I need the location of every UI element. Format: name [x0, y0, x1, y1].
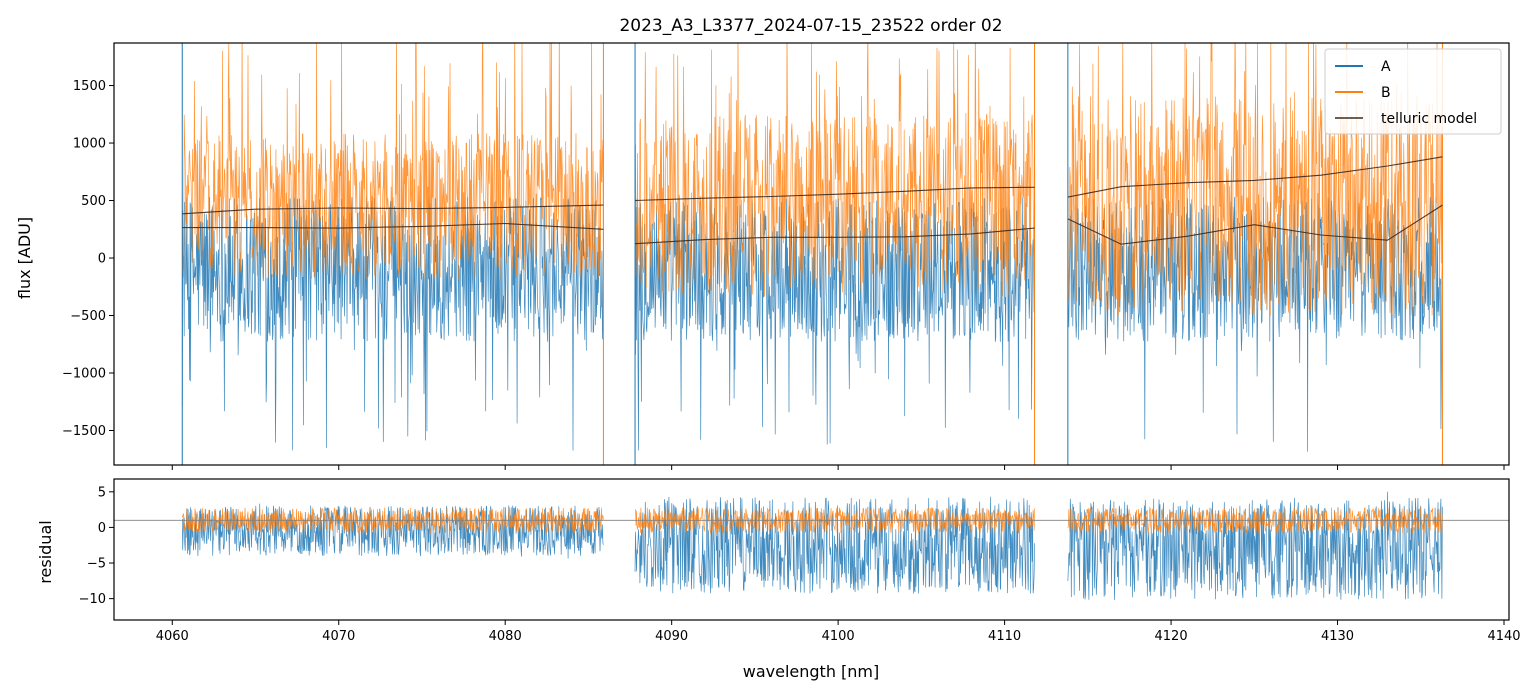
telluric-model-curve-5 [1067, 156, 1443, 198]
residual-b-segment-1 [181, 507, 604, 534]
residual-a-segment-2 [634, 496, 1035, 594]
flux-ytick-label: −500 [70, 309, 106, 324]
flux-ytick-label: 1500 [73, 79, 106, 94]
legend-label-a: A [1381, 59, 1391, 75]
telluric-model-curve-1 [182, 204, 604, 215]
x-tick-label: 4080 [489, 629, 522, 644]
flux-plot-frame [113, 42, 1510, 466]
series-b-segment-2 [634, 43, 1035, 298]
legend-label-telluric: telluric model [1381, 111, 1477, 127]
series-a-segment-1 [181, 197, 604, 451]
flux-ytick-label: −1500 [62, 424, 106, 439]
x-axis-label: wavelength [nm] [743, 662, 880, 681]
flux-ytick-label: 0 [98, 252, 106, 267]
flux-ytick-label: 500 [81, 194, 106, 209]
legend: A B telluric model [1324, 48, 1502, 135]
flux-ytick-label: 1000 [73, 137, 106, 152]
residual-b-segment-2 [634, 507, 1035, 535]
x-tick-label: 4110 [988, 629, 1021, 644]
telluric-model-curve-2 [182, 222, 604, 230]
x-tick-label: 4060 [156, 629, 189, 644]
residual-a-segment-3 [1067, 491, 1443, 600]
telluric-model-curve-6 [1067, 204, 1443, 245]
series-b-segment-3 [1067, 43, 1443, 316]
series-a-segment-3 [1067, 197, 1443, 452]
residual-b-segment-3 [1067, 506, 1443, 534]
residual-ytick-label: −5 [87, 557, 106, 572]
residual-panel: −10 −5 0 5 4060 4070 4080 4090 4100 4110 4120 4130… [36, 478, 1521, 681]
legend-label-b: B [1381, 85, 1391, 101]
flux-panel: −1500 −1000 −500 0 500 1000 1500 flux [ADU] A … [15, 42, 1510, 470]
residual-plot-frame [113, 478, 1510, 621]
residual-ytick-label: −10 [79, 592, 106, 607]
chart-title: 2023_A3_L3377_2024-07-15_23522 order 02 [619, 16, 1002, 36]
x-tick-label: 4130 [1321, 629, 1354, 644]
x-tick-label: 4100 [822, 629, 855, 644]
residual-y-axis-label: residual [36, 520, 55, 583]
x-tick-label: 4070 [322, 629, 355, 644]
telluric-model-curve-4 [634, 227, 1035, 245]
flux-y-axis-label: flux [ADU] [15, 217, 34, 299]
telluric-model-curve-3 [634, 186, 1035, 202]
residual-ytick-label: 5 [98, 485, 106, 500]
residual-ytick-label: 0 [98, 521, 106, 536]
series-b-segment-1 [181, 43, 604, 280]
x-tick-label: 4140 [1487, 629, 1520, 644]
x-tick-label: 4090 [655, 629, 688, 644]
x-tick-label: 4120 [1155, 629, 1188, 644]
flux-ytick-label: −1000 [62, 367, 106, 382]
